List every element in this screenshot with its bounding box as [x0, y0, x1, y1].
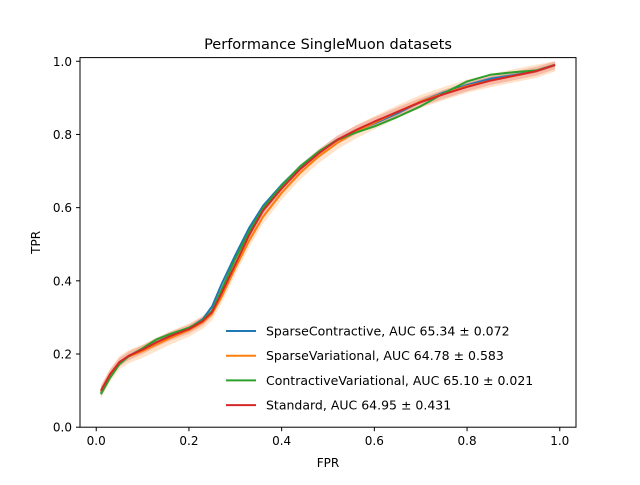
y-tick-label: 0.4	[53, 274, 72, 288]
y-tick-label: 0.2	[53, 348, 72, 362]
axis-ticks: 0.0 0.2 0.4 0.6 0.8 1.0 0.0 0.2 0.4 0.6 0.8 1.0	[53, 55, 569, 448]
legend-label-0: SparseContractive, AUC 65.34 ± 0.072	[266, 324, 510, 339]
x-tick-label: 0.4	[272, 434, 291, 448]
series-3-line	[100, 63, 556, 392]
series-1-uncertainty-band	[100, 61, 556, 399]
x-tick-label: 0.8	[458, 434, 477, 448]
legend: SparseContractive, AUC 65.34 ± 0.072 Spar…	[226, 324, 533, 413]
x-axis-label: FPR	[317, 456, 339, 470]
x-tick-label: 1.0	[550, 434, 569, 448]
y-axis-label: TPR	[29, 231, 43, 255]
y-tick-label: 0.0	[53, 421, 72, 435]
legend-label-1: SparseVariational, AUC 64.78 ± 0.583	[266, 348, 504, 363]
legend-label-3: Standard, AUC 64.95 ± 0.431	[266, 398, 451, 413]
x-tick-label: 0.0	[87, 434, 106, 448]
legend-label-2: ContractiveVariational, AUC 65.10 ± 0.02…	[266, 373, 533, 388]
chart-title: Performance SingleMuon datasets	[204, 37, 452, 53]
y-tick-label: 1.0	[53, 55, 72, 69]
x-tick-label: 0.2	[179, 434, 198, 448]
y-tick-label: 0.6	[53, 201, 72, 215]
y-tick-label: 0.8	[53, 128, 72, 142]
axes-frame	[79, 57, 577, 428]
plot-area	[100, 61, 556, 399]
series-2-line	[100, 63, 556, 395]
x-tick-label: 0.6	[365, 434, 384, 448]
